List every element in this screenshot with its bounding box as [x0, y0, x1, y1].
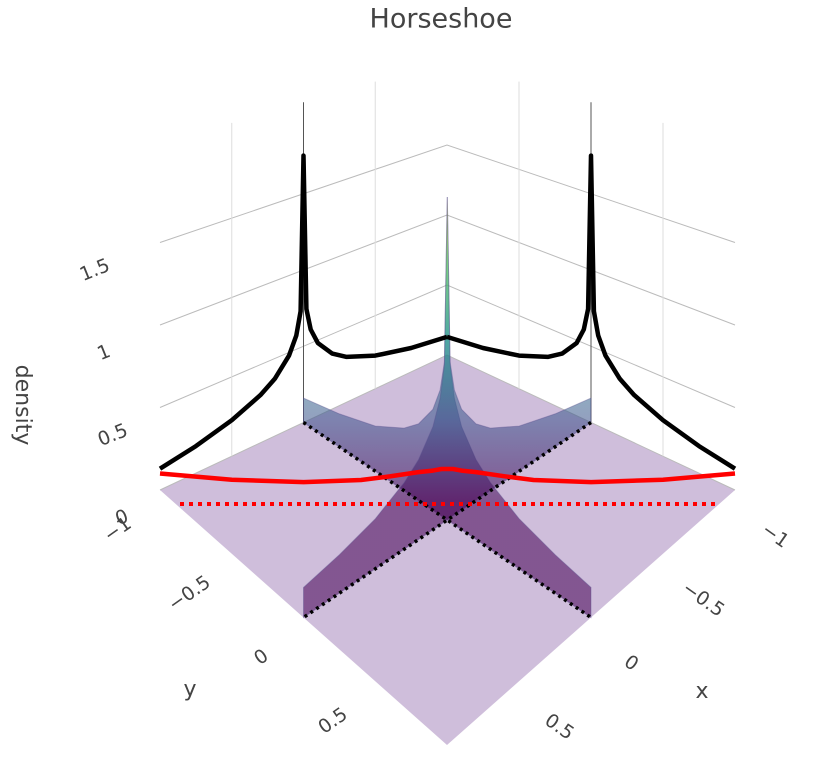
- z-tick-label: 1: [94, 340, 113, 365]
- x-axis-title: x: [695, 679, 708, 704]
- x-tick-label: 0: [620, 651, 643, 676]
- reference-line: [302, 421, 592, 619]
- z-tick-label: 0.5: [95, 419, 131, 451]
- y-tick-label: 0: [250, 645, 273, 670]
- x-tick-label: −1: [758, 519, 794, 553]
- density-curve: [446, 153, 737, 471]
- z-tick-label: 1.5: [77, 254, 113, 286]
- x-tick-label: 0.5: [541, 709, 578, 744]
- density-curve: [159, 466, 736, 485]
- x-tick-label: −0.5: [678, 577, 728, 621]
- density-curve: [158, 153, 448, 471]
- z-grid-line: [159, 144, 736, 243]
- surface-ridge-x: [303, 196, 592, 619]
- y-axis-title: y: [183, 677, 196, 702]
- chart-title: Horseshoe: [370, 4, 513, 35]
- reference-line: [302, 421, 592, 619]
- z-axis-title: density: [10, 365, 35, 446]
- y-tick-label: −0.5: [164, 571, 214, 615]
- y-tick-label: 0.5: [314, 703, 351, 738]
- floor-surface: [160, 355, 735, 745]
- y-tick-label: −1: [100, 513, 136, 547]
